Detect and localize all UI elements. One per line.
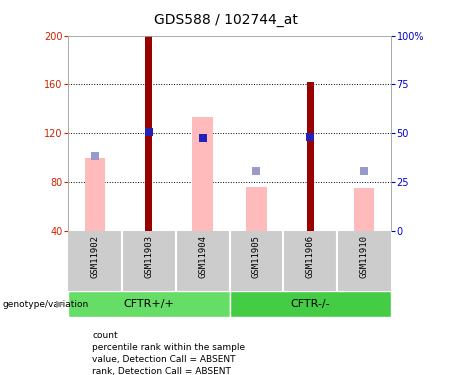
Text: GSM11906: GSM11906: [306, 236, 315, 278]
Text: CFTR+/+: CFTR+/+: [124, 299, 174, 309]
Bar: [354, 188, 374, 231]
Text: CFTR-/-: CFTR-/-: [290, 299, 330, 309]
Text: GSM11902: GSM11902: [91, 236, 100, 278]
Text: GSM11910: GSM11910: [360, 236, 368, 278]
Text: GSM11904: GSM11904: [198, 236, 207, 278]
Point: [307, 134, 314, 140]
Point: [253, 168, 260, 174]
Text: GSM11903: GSM11903: [144, 236, 154, 278]
Text: value, Detection Call = ABSENT: value, Detection Call = ABSENT: [92, 355, 236, 364]
Text: ▶: ▶: [56, 299, 64, 309]
Point: [91, 153, 99, 159]
Text: genotype/variation: genotype/variation: [2, 300, 89, 309]
Bar: [230, 291, 391, 317]
Point: [361, 168, 368, 174]
Text: count: count: [92, 331, 118, 340]
Text: GSM11905: GSM11905: [252, 236, 261, 278]
Text: rank, Detection Call = ABSENT: rank, Detection Call = ABSENT: [92, 367, 231, 375]
Bar: [145, 36, 153, 231]
Text: percentile rank within the sample: percentile rank within the sample: [92, 343, 245, 352]
Bar: [85, 158, 105, 231]
Point: [145, 129, 153, 135]
Text: GDS588 / 102744_at: GDS588 / 102744_at: [154, 13, 298, 27]
Bar: [193, 117, 213, 231]
Bar: [246, 187, 266, 231]
Bar: [307, 82, 314, 231]
Point: [199, 135, 207, 141]
Bar: [68, 291, 230, 317]
